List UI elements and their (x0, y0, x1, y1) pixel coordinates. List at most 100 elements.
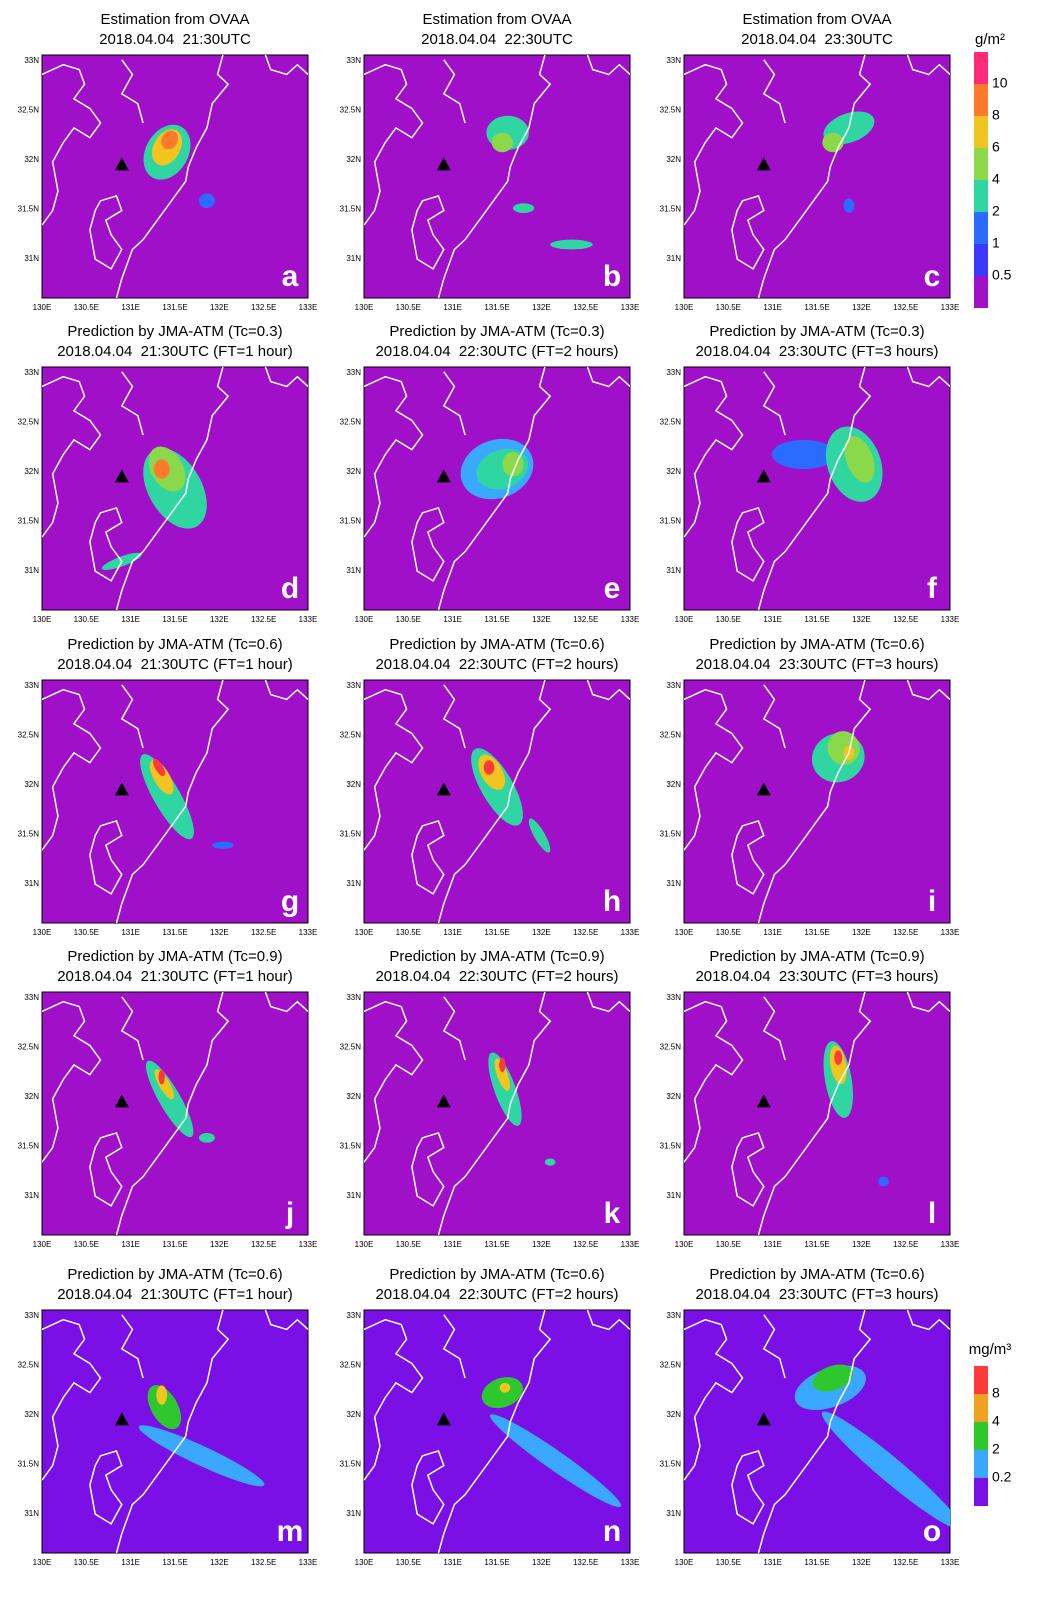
lat-tick-label: 31.5N (340, 517, 362, 526)
coastline (684, 55, 950, 298)
coastline-group (42, 55, 308, 298)
map-content (364, 680, 630, 923)
lat-tick-label: 32.5N (660, 418, 682, 427)
map-content (364, 1310, 630, 1553)
lat-tick-label: 32N (346, 1092, 361, 1101)
lat-tick-label: 31.5N (660, 1460, 682, 1469)
lon-tick-label: 133E (621, 1558, 640, 1567)
colorbar-label: 4 (992, 171, 1000, 187)
lat-tick-label: 32.5N (340, 1361, 362, 1370)
panel-letter: i (928, 885, 936, 918)
lat-tick-label: 32N (666, 1092, 681, 1101)
lon-tick-label: 131.5E (484, 615, 509, 624)
lon-tick-label: 131E (763, 1240, 782, 1249)
lon-tick-label: 130E (355, 303, 374, 312)
ash-plume (550, 239, 593, 250)
panel-subtitle: 2018.04.04 21:30UTC (FT=1 hour) (57, 1286, 293, 1303)
panel-letter: j (285, 1197, 294, 1230)
lon-tick-label: 132E (210, 303, 229, 312)
panel-letter: l (928, 1197, 936, 1230)
lat-tick-label: 31.5N (340, 1460, 362, 1469)
lat-tick-label: 32.5N (340, 731, 362, 740)
coastline (42, 55, 308, 298)
ash-plume (147, 1385, 182, 1430)
coastline (684, 367, 950, 610)
lat-tick-label: 33N (666, 681, 681, 690)
ash-plume (161, 130, 179, 150)
coastline-group (364, 992, 630, 1235)
lat-tick-label: 32.5N (340, 418, 362, 427)
volcano-marker (114, 469, 129, 483)
lon-tick-label: 131E (763, 303, 782, 312)
panel-title: Prediction by JMA-ATM (Tc=0.9) (709, 948, 924, 965)
lon-tick-label: 130.5E (716, 303, 741, 312)
colorbar-label: 8 (992, 1385, 1000, 1401)
panel-letter: n (603, 1515, 621, 1548)
lat-tick-label: 32.5N (660, 1361, 682, 1370)
lat-tick-label: 33N (666, 368, 681, 377)
panel-subtitle: 2018.04.04 21:30UTC (99, 31, 251, 48)
panel-subtitle: 2018.04.04 21:30UTC (FT=1 hour) (57, 656, 293, 673)
lon-tick-label: 131.5E (162, 1240, 187, 1249)
lon-tick-label: 130E (355, 615, 374, 624)
map-panel (41, 679, 309, 924)
colorbar-swatch (974, 116, 988, 148)
panel-letter: f (927, 572, 938, 605)
lon-tick-label: 133E (299, 1240, 318, 1249)
lon-tick-label: 131.5E (484, 303, 509, 312)
map-content (684, 367, 950, 610)
lon-tick-label: 132E (532, 303, 551, 312)
lon-tick-label: 132.5E (573, 1558, 598, 1567)
lat-tick-label: 33N (346, 681, 361, 690)
lat-tick-label: 32.5N (18, 1361, 40, 1370)
lat-tick-label: 32N (666, 780, 681, 789)
lat-tick-label: 31.5N (660, 205, 682, 214)
map-panel (363, 991, 631, 1236)
lon-tick-label: 131E (121, 928, 140, 937)
lat-tick-label: 32.5N (18, 731, 40, 740)
lat-tick-label: 32N (24, 1092, 39, 1101)
lat-tick-label: 32N (24, 1410, 39, 1419)
map-panel (683, 54, 951, 299)
lat-tick-label: 31.5N (340, 1142, 362, 1151)
lon-tick-label: 132E (532, 615, 551, 624)
lat-tick-label: 31.5N (340, 205, 362, 214)
volcano-marker (436, 1094, 451, 1108)
lon-tick-label: 132E (210, 1558, 229, 1567)
lat-tick-label: 33N (24, 1311, 39, 1320)
lon-tick-label: 131E (763, 928, 782, 937)
lon-tick-label: 131.5E (162, 615, 187, 624)
lon-tick-label: 130E (33, 1558, 52, 1567)
lon-tick-label: 133E (299, 303, 318, 312)
map-panel (683, 1309, 951, 1554)
lon-tick-label: 130.5E (396, 1558, 421, 1567)
ash-plume (844, 436, 875, 483)
panel-letter: b (603, 260, 621, 293)
coastline-group (684, 1310, 950, 1553)
coastline-group (684, 367, 950, 610)
lon-tick-label: 133E (621, 303, 640, 312)
coastline (684, 680, 950, 923)
map-content (42, 992, 308, 1235)
volcano-marker (114, 157, 129, 171)
ash-plume (483, 760, 495, 775)
panel-letter: c (924, 260, 941, 293)
panel-title: Estimation from OVAA (101, 11, 250, 28)
lat-tick-label: 32N (346, 467, 361, 476)
lat-tick-label: 31.5N (18, 1460, 40, 1469)
lat-tick-label: 31N (346, 254, 361, 263)
lat-tick-label: 31.5N (18, 1142, 40, 1151)
lat-tick-label: 32N (666, 1410, 681, 1419)
lon-tick-label: 130.5E (396, 928, 421, 937)
lat-tick-label: 33N (24, 681, 39, 690)
ash-plume (138, 1425, 265, 1487)
lon-tick-label: 132.5E (251, 615, 276, 624)
colorbar-label: 2 (992, 203, 1000, 219)
map-panel (363, 679, 631, 924)
coastline-group (684, 680, 950, 923)
ash-plume (198, 1132, 215, 1143)
panel-title: Estimation from OVAA (743, 11, 892, 28)
lon-tick-label: 132.5E (573, 615, 598, 624)
colorbar-swatch (974, 1450, 988, 1478)
map-background (363, 54, 631, 299)
